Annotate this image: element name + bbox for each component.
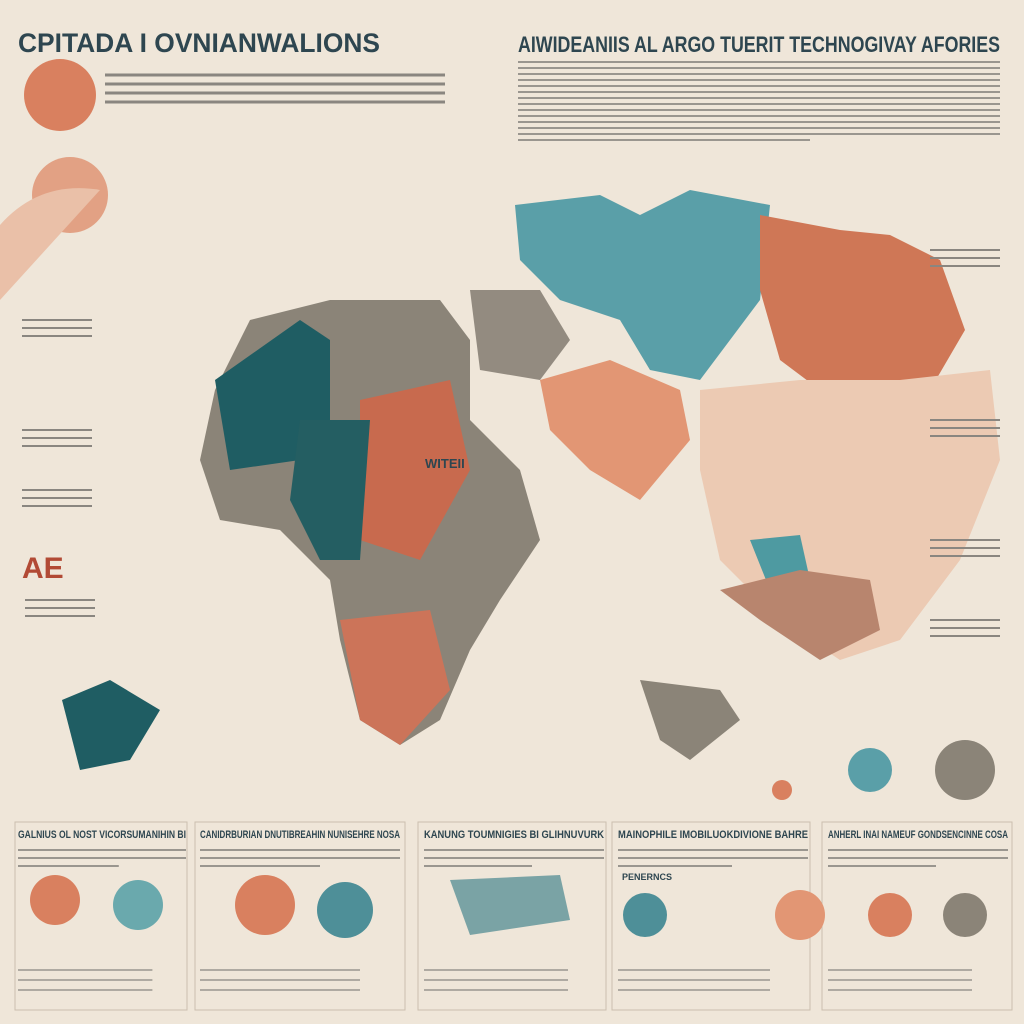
panel-title: ANHERL INAI NAMEUF GONDSENCINNE COSA [828, 829, 1008, 841]
panel-title: CANIDRBURIAN DNUTIBREAHIN NUNISEHRE NOSA [200, 829, 400, 841]
map-shape [62, 680, 160, 770]
title: CPITADA I OVNIANWALIONS [18, 28, 380, 58]
decoration [0, 59, 1013, 1011]
panel-titles: GALNIUS OL NOST VICORSUMANIHIN BI CANIDRB… [18, 829, 1008, 991]
panel-title: KANUNG TOUMNIGIES BI GLIHNUVURK [424, 829, 604, 841]
side-label: AE [22, 552, 64, 585]
map-shape [720, 570, 880, 660]
map-shape [640, 680, 740, 760]
map-shape [14, 821, 188, 1011]
panel-tag: PENERNCS [622, 872, 672, 882]
panel-title: MAINOPHILE IMOBILUOKDIVIONE BAHRE [618, 829, 808, 841]
map-shape [848, 748, 892, 792]
map-shape [417, 821, 607, 1011]
map-shape [360, 380, 470, 560]
map-shape [30, 875, 80, 925]
subtitle: AIWIDEANIIS AL ARGO TUERIT TECHNOGIVAY A… [518, 32, 1000, 57]
map-shape [290, 420, 370, 560]
map-shape [772, 780, 792, 800]
map-shape [935, 740, 995, 800]
map-shape [943, 893, 987, 937]
map-shape [113, 880, 163, 930]
map-shape [760, 215, 965, 390]
map-shape [540, 360, 690, 500]
map-shape [235, 875, 295, 935]
map-shape [340, 610, 450, 745]
map-shape [317, 882, 373, 938]
map-shape [194, 821, 406, 1011]
panel-title: GALNIUS OL NOST VICORSUMANIHIN BI [18, 829, 186, 841]
map-shape [470, 290, 570, 380]
map-shape [0, 188, 100, 300]
text-lines [22, 61, 1000, 637]
map-shape [515, 190, 770, 380]
map-shape [24, 59, 96, 131]
map-shape [868, 893, 912, 937]
map-label: WITEII [425, 456, 465, 471]
map-shape [623, 893, 667, 937]
map-shape [450, 875, 570, 935]
map-shape [775, 890, 825, 940]
